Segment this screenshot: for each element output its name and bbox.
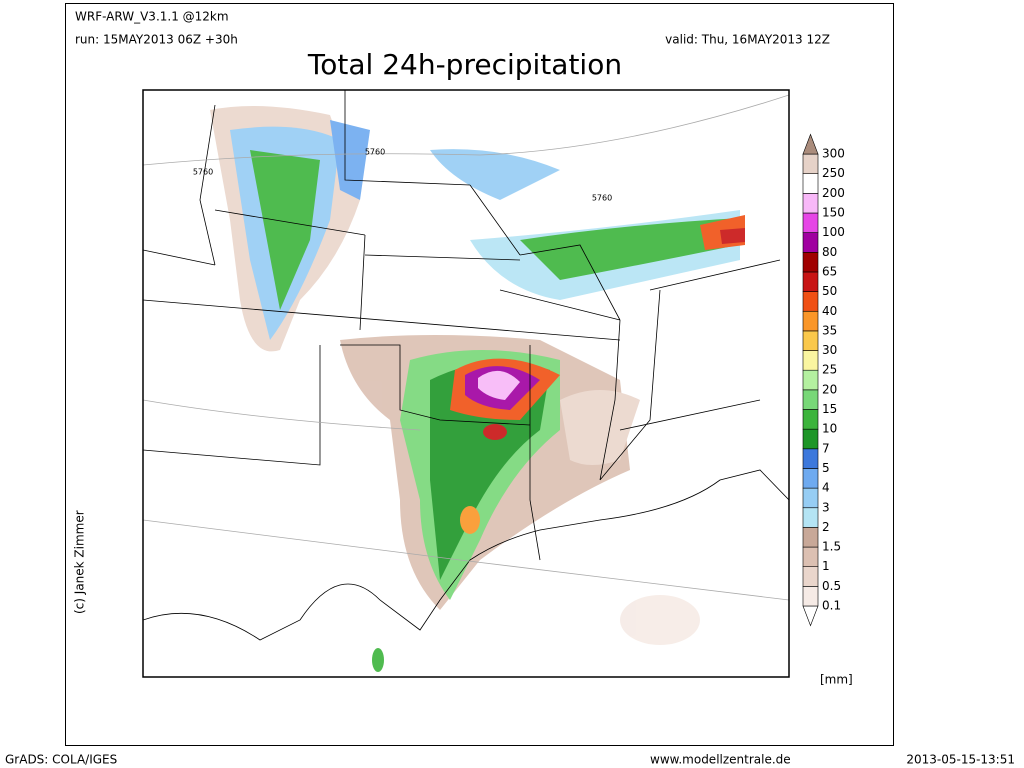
contour-label: 5760 bbox=[193, 168, 213, 177]
colorbar: 0.1 0.5 1 1.5 2 3 4 5 7 10 15 20 25 30 35 40 50 65 80 100 15… bbox=[802, 133, 845, 627]
colorbar-box bbox=[802, 252, 819, 273]
colorbar-label: 35 bbox=[822, 323, 837, 337]
colorbar-label: 80 bbox=[822, 245, 837, 259]
colorbar-label: 25 bbox=[822, 363, 837, 377]
colorbar-box bbox=[802, 389, 819, 410]
colorbar-box bbox=[802, 546, 819, 567]
run-label: run: 15MAY2013 06Z +30h bbox=[75, 33, 238, 47]
footer-left: GrADS: COLA/IGES bbox=[5, 753, 117, 767]
colorbar-label: 0.5 bbox=[822, 579, 841, 593]
colorbar-box bbox=[802, 310, 819, 332]
contour-label: 5760 bbox=[365, 148, 385, 157]
credit: (c) Janek Zimmer bbox=[73, 510, 87, 614]
colorbar-label: 20 bbox=[822, 382, 837, 396]
colorbar-label: 4 bbox=[822, 481, 830, 495]
colorbar-box bbox=[802, 369, 819, 391]
colorbar-cap bbox=[802, 133, 819, 155]
map: 5760 5760 5760 bbox=[142, 89, 790, 678]
colorbar-box bbox=[802, 527, 819, 548]
valid-label: valid: Thu, 16MAY2013 12Z bbox=[665, 33, 830, 47]
colorbar-label: 3 bbox=[822, 500, 830, 514]
contour-label: 5760 bbox=[592, 194, 612, 203]
colorbar-box bbox=[802, 271, 819, 292]
colorbar-box bbox=[802, 291, 819, 312]
colorbar-label: 50 bbox=[822, 284, 837, 298]
colorbar-box bbox=[802, 212, 819, 233]
colorbar-box bbox=[802, 468, 819, 489]
colorbar-label: 2 bbox=[822, 520, 830, 534]
colorbar-label: 40 bbox=[822, 304, 837, 318]
colorbar-box bbox=[802, 507, 819, 528]
colorbar-label: 250 bbox=[822, 166, 845, 180]
colorbar-label: 30 bbox=[822, 343, 837, 357]
footer-center: www.modellzentrale.de bbox=[650, 753, 791, 767]
model-label: WRF-ARW_V3.1.1 @12km bbox=[75, 10, 229, 24]
colorbar-box bbox=[802, 330, 819, 351]
colorbar-box bbox=[802, 232, 819, 253]
colorbar-box bbox=[802, 409, 819, 430]
map-border bbox=[142, 89, 790, 678]
colorbar-label: 300 bbox=[822, 147, 845, 161]
colorbar-label: 1.5 bbox=[822, 540, 841, 554]
colorbar-label: 200 bbox=[822, 186, 845, 200]
boundaries bbox=[143, 90, 789, 641]
title: Total 24h-precipitation bbox=[307, 48, 622, 81]
colorbar-box bbox=[802, 448, 819, 469]
colorbar-box bbox=[802, 586, 819, 607]
precipitation-field bbox=[210, 106, 745, 672]
colorbar-box bbox=[802, 153, 819, 175]
colorbar-label: 7 bbox=[822, 441, 830, 455]
colorbar-box bbox=[802, 428, 819, 450]
colorbar-label: 1 bbox=[822, 559, 830, 573]
colorbar-label: 65 bbox=[822, 264, 837, 278]
colorbar-box bbox=[802, 350, 819, 371]
colorbar-label: 0.1 bbox=[822, 599, 841, 613]
colorbar-label: 150 bbox=[822, 206, 845, 220]
colorbar-label: 100 bbox=[822, 225, 845, 239]
colorbar-box bbox=[802, 173, 819, 194]
colorbar-box bbox=[802, 566, 819, 587]
unit-label: [mm] bbox=[820, 673, 853, 687]
footer-right: 2013-05-15-13:51 bbox=[906, 753, 1015, 767]
colorbar-box bbox=[802, 487, 819, 509]
colorbar-label: 10 bbox=[822, 422, 837, 436]
colorbar-label: 15 bbox=[822, 402, 837, 416]
colorbar-box bbox=[802, 193, 819, 214]
colorbar-label: 5 bbox=[822, 461, 830, 475]
